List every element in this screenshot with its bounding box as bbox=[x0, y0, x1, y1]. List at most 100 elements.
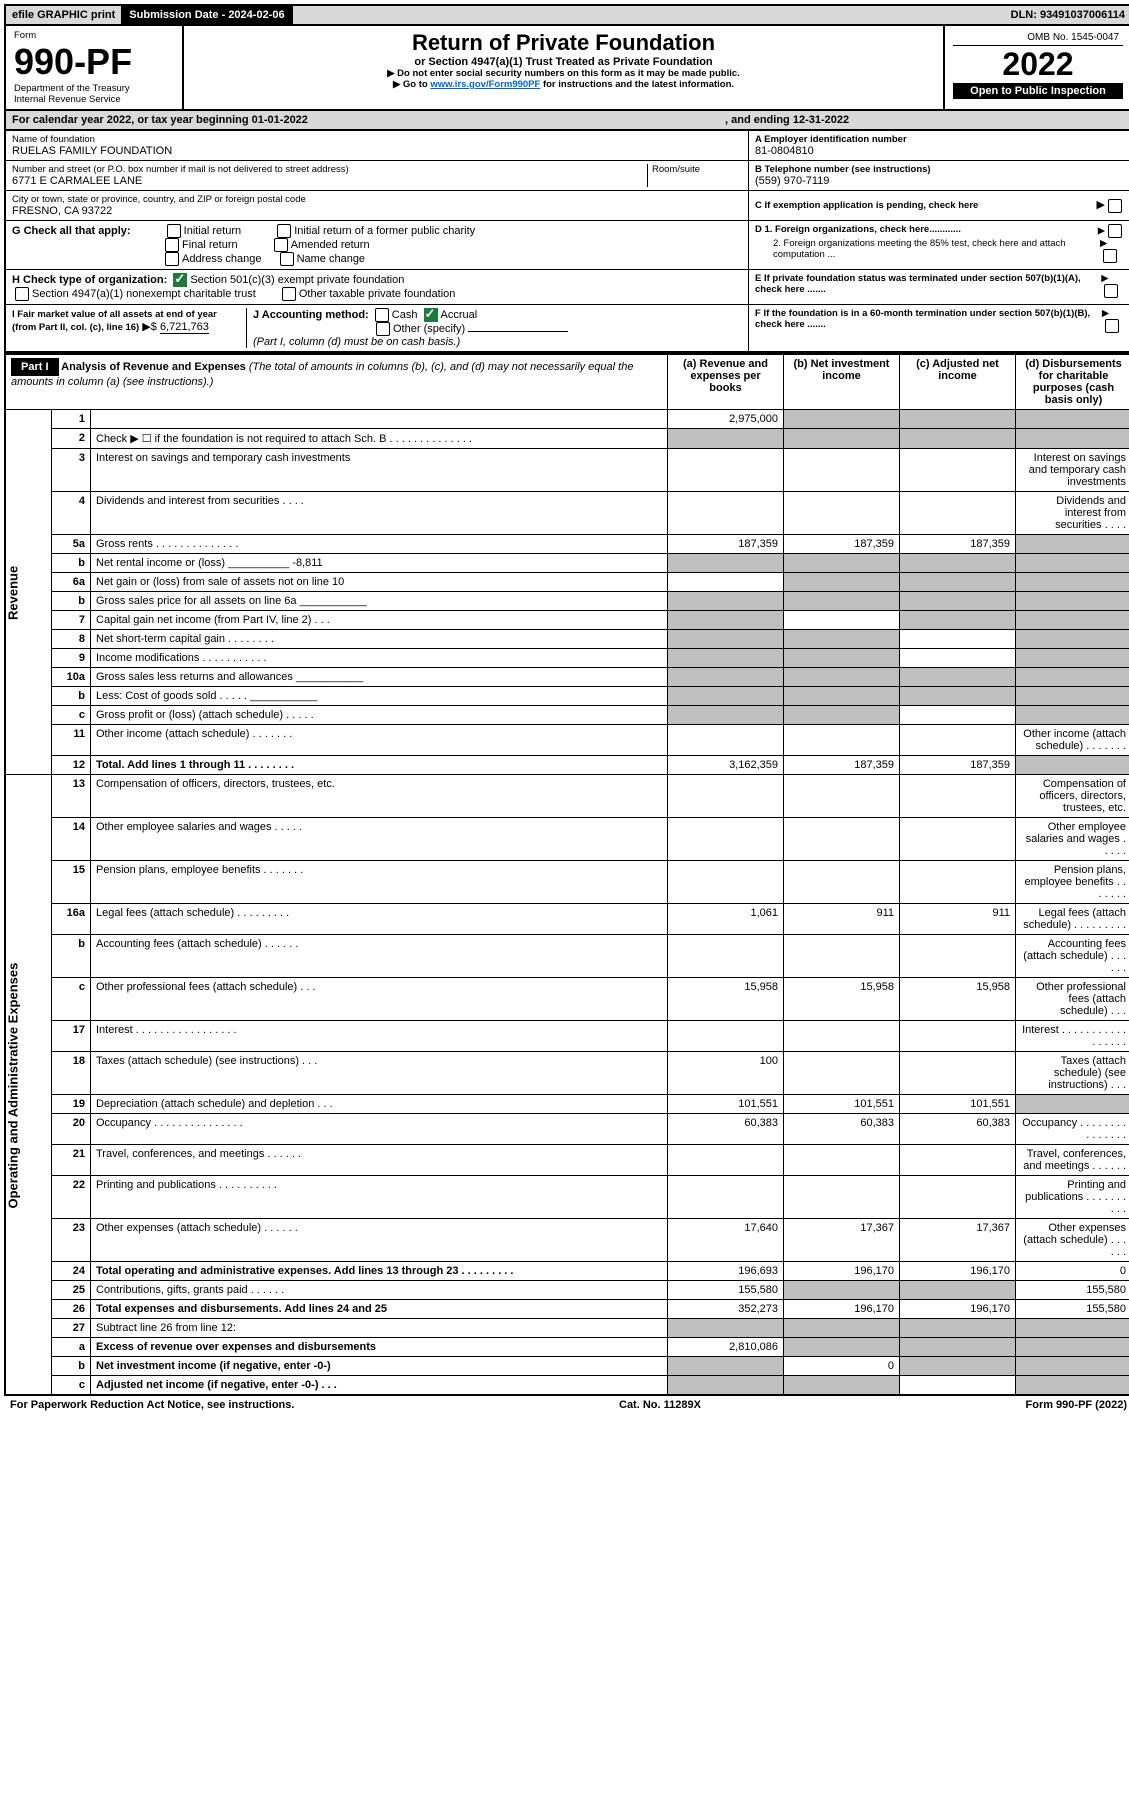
g-amended-checkbox[interactable] bbox=[274, 238, 288, 252]
cell-col-c bbox=[900, 935, 1016, 978]
footer-left: For Paperwork Reduction Act Notice, see … bbox=[10, 1399, 294, 1411]
g-initial-former-checkbox[interactable] bbox=[277, 224, 291, 238]
tax-year: 2022 bbox=[953, 46, 1123, 83]
cell-col-b bbox=[784, 861, 900, 904]
row-description: Contributions, gifts, grants paid . . . … bbox=[91, 1281, 668, 1300]
j-other-checkbox[interactable] bbox=[376, 322, 390, 336]
d1-checkbox[interactable] bbox=[1108, 224, 1122, 238]
g-final-checkbox[interactable] bbox=[165, 238, 179, 252]
form-url-link[interactable]: www.irs.gov/Form990PF bbox=[430, 79, 540, 90]
cell-col-a bbox=[668, 668, 784, 687]
row-number: c bbox=[52, 1376, 91, 1396]
cell-col-b bbox=[784, 706, 900, 725]
cell-col-b bbox=[784, 1338, 900, 1357]
row-description: Taxes (attach schedule) (see instruction… bbox=[91, 1052, 668, 1095]
h-4947-checkbox[interactable] bbox=[15, 287, 29, 301]
cell-col-a: 3,162,359 bbox=[668, 756, 784, 775]
row-number: 17 bbox=[52, 1021, 91, 1052]
d2-checkbox[interactable] bbox=[1103, 249, 1117, 263]
cell-col-d: 0 bbox=[1016, 1262, 1129, 1281]
cell-col-a: 2,975,000 bbox=[668, 410, 784, 429]
table-row: 16aLegal fees (attach schedule) . . . . … bbox=[5, 904, 1129, 935]
j-accrual-checkbox[interactable] bbox=[424, 308, 438, 322]
row-description: Subtract line 26 from line 12: bbox=[91, 1319, 668, 1338]
cell-col-b: 60,383 bbox=[784, 1114, 900, 1145]
j-cash-checkbox[interactable] bbox=[375, 308, 389, 322]
table-row: cGross profit or (loss) (attach schedule… bbox=[5, 706, 1129, 725]
table-row: 20Occupancy . . . . . . . . . . . . . . … bbox=[5, 1114, 1129, 1145]
cell-col-b: 187,359 bbox=[784, 756, 900, 775]
cell-col-b bbox=[784, 611, 900, 630]
cell-col-b bbox=[784, 1176, 900, 1219]
h-501c3-checkbox[interactable] bbox=[173, 273, 187, 287]
addr-value: 6771 E CARMALEE LANE bbox=[12, 175, 643, 187]
row-number: b bbox=[52, 935, 91, 978]
cell-col-c bbox=[900, 492, 1016, 535]
cell-col-c bbox=[900, 611, 1016, 630]
cell-col-d: Occupancy . . . . . . . . . . . . . . . bbox=[1016, 1114, 1129, 1145]
city-c-row: City or town, state or province, country… bbox=[4, 191, 1129, 221]
form-title: Return of Private Foundation bbox=[192, 30, 935, 56]
footer-row: For Paperwork Reduction Act Notice, see … bbox=[4, 1396, 1129, 1414]
row-description: Adjusted net income (if negative, enter … bbox=[91, 1376, 668, 1396]
cell-col-c bbox=[900, 1376, 1016, 1396]
row-description: Legal fees (attach schedule) . . . . . .… bbox=[91, 904, 668, 935]
cell-col-d bbox=[1016, 429, 1129, 449]
cell-col-a bbox=[668, 687, 784, 706]
f-checkbox[interactable] bbox=[1105, 319, 1119, 333]
g-address-checkbox[interactable] bbox=[165, 252, 179, 266]
table-row: 18Taxes (attach schedule) (see instructi… bbox=[5, 1052, 1129, 1095]
cell-col-d bbox=[1016, 668, 1129, 687]
addr-phone-row: Number and street (or P.O. box number if… bbox=[4, 161, 1129, 191]
cell-col-b: 196,170 bbox=[784, 1262, 900, 1281]
h-other-checkbox[interactable] bbox=[282, 287, 296, 301]
g-initial-checkbox[interactable] bbox=[167, 224, 181, 238]
cell-col-d: Dividends and interest from securities .… bbox=[1016, 492, 1129, 535]
h-label: H Check type of organization: bbox=[12, 274, 167, 286]
cell-col-d bbox=[1016, 706, 1129, 725]
cell-col-d bbox=[1016, 687, 1129, 706]
table-row: 25Contributions, gifts, grants paid . . … bbox=[5, 1281, 1129, 1300]
cell-col-b bbox=[784, 1319, 900, 1338]
e-checkbox[interactable] bbox=[1104, 284, 1118, 298]
c-checkbox[interactable] bbox=[1108, 199, 1122, 213]
cell-col-b bbox=[784, 1281, 900, 1300]
cell-col-c: 196,170 bbox=[900, 1300, 1016, 1319]
cell-col-a bbox=[668, 1021, 784, 1052]
efile-print-button[interactable]: efile GRAPHIC print bbox=[6, 6, 123, 24]
row-description: Net short-term capital gain . . . . . . … bbox=[91, 630, 668, 649]
name-label: Name of foundation bbox=[12, 134, 742, 145]
row-number: 6a bbox=[52, 573, 91, 592]
table-row: 10aGross sales less returns and allowanc… bbox=[5, 668, 1129, 687]
cell-col-a bbox=[668, 1145, 784, 1176]
cell-col-a bbox=[668, 573, 784, 592]
cell-col-c: 15,958 bbox=[900, 978, 1016, 1021]
table-row: 5aGross rents . . . . . . . . . . . . . … bbox=[5, 535, 1129, 554]
room-label: Room/suite bbox=[652, 164, 742, 175]
cell-col-a bbox=[668, 1357, 784, 1376]
cell-col-b bbox=[784, 429, 900, 449]
col-d-header: (d) Disbursements for charitable purpose… bbox=[1016, 354, 1129, 410]
table-row: 15Pension plans, employee benefits . . .… bbox=[5, 861, 1129, 904]
cell-col-a: 187,359 bbox=[668, 535, 784, 554]
addr-label: Number and street (or P.O. box number if… bbox=[12, 164, 643, 175]
row-number: b bbox=[52, 687, 91, 706]
row-number: 26 bbox=[52, 1300, 91, 1319]
cell-col-a: 15,958 bbox=[668, 978, 784, 1021]
cell-col-d bbox=[1016, 1357, 1129, 1376]
cell-col-a: 100 bbox=[668, 1052, 784, 1095]
cell-col-b bbox=[784, 687, 900, 706]
g-name-checkbox[interactable] bbox=[280, 252, 294, 266]
row-number: b bbox=[52, 554, 91, 573]
cell-col-a: 1,061 bbox=[668, 904, 784, 935]
row-number: 22 bbox=[52, 1176, 91, 1219]
ein-label: A Employer identification number bbox=[755, 134, 1125, 145]
cell-col-c bbox=[900, 861, 1016, 904]
cell-col-c bbox=[900, 429, 1016, 449]
i-value: 6,721,763 bbox=[160, 321, 209, 334]
cell-col-d bbox=[1016, 649, 1129, 668]
row-description: Excess of revenue over expenses and disb… bbox=[91, 1338, 668, 1357]
col-a-header: (a) Revenue and expenses per books bbox=[668, 354, 784, 410]
cell-col-d bbox=[1016, 611, 1129, 630]
row-description: Total operating and administrative expen… bbox=[91, 1262, 668, 1281]
